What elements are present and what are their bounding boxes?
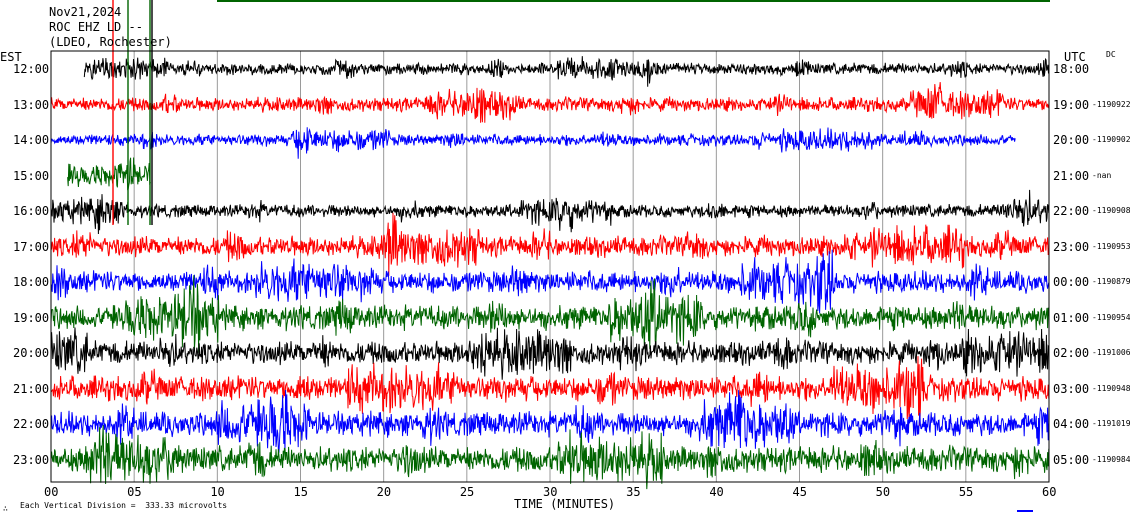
utc-label: 03:00 xyxy=(1053,381,1090,396)
trace-row-2200 xyxy=(50,389,1050,454)
utc-label: 00:00 xyxy=(1053,275,1090,289)
est-label: 15:00 xyxy=(13,168,50,183)
utc-label: 05:00 xyxy=(1053,452,1090,467)
utc-label: 20:00 xyxy=(1053,133,1090,147)
x-tick-label: 15 xyxy=(293,485,308,499)
est-label: 20:00 xyxy=(13,346,50,360)
utc-label: 01:00 xyxy=(1053,310,1090,325)
est-label: 17:00 xyxy=(13,239,50,254)
est-label: 13:00 xyxy=(13,97,50,112)
est-label: 21:00 xyxy=(13,381,50,396)
trace-row-1400 xyxy=(50,127,1016,159)
row-value-label: -1190879 xyxy=(1092,277,1130,286)
seismic-traces xyxy=(50,0,1050,490)
blue-corner-mark xyxy=(1017,510,1033,512)
trace-row-1200 xyxy=(83,56,1049,87)
est-label: 16:00 xyxy=(13,204,50,218)
row-value-label: -1190902 xyxy=(1092,135,1130,144)
est-label: 23:00 xyxy=(13,452,50,467)
header-date: Nov21,2024 xyxy=(49,5,122,19)
right-timezone-label: UTC xyxy=(1064,50,1086,64)
x-tick-label: 00 xyxy=(44,485,59,499)
footer-corner-mark: ∴ xyxy=(3,504,8,513)
utc-label: 22:00 xyxy=(1053,204,1090,218)
x-tick-label: 45 xyxy=(792,485,807,499)
est-label: 19:00 xyxy=(13,310,50,325)
utc-label: 02:00 xyxy=(1053,346,1090,360)
trace-row-2000 xyxy=(50,327,1050,380)
utc-label: 04:00 xyxy=(1053,417,1090,431)
x-tick-label: 50 xyxy=(875,485,891,499)
plot-frame xyxy=(50,0,1050,512)
est-label: 22:00 xyxy=(13,417,50,431)
header-network: (LDEO, Rochester) xyxy=(49,35,172,49)
trace-row-2100 xyxy=(50,356,1050,426)
x-tick-label: 30 xyxy=(543,485,558,499)
row-value-label: -1190948 xyxy=(1092,383,1130,393)
row-value-label: -1190984 xyxy=(1092,454,1130,464)
trace-row-2300 xyxy=(50,424,1050,490)
row-value-label: -1190953 xyxy=(1092,241,1130,251)
plot-border xyxy=(50,50,1050,483)
trace-row-1500 xyxy=(67,157,151,191)
x-tick-label: 25 xyxy=(459,485,475,499)
x-tick-label: 05 xyxy=(127,485,142,499)
x-tick-label: 35 xyxy=(626,485,641,499)
row-value-label: -nan xyxy=(1092,170,1112,180)
utc-label: 19:00 xyxy=(1053,97,1090,112)
utc-label: 18:00 xyxy=(1053,62,1090,76)
utc-label: 21:00 xyxy=(1053,168,1090,183)
trace-row-1300 xyxy=(50,82,1050,123)
utc-label: 23:00 xyxy=(1053,239,1090,254)
est-label: 12:00 xyxy=(13,62,50,76)
x-axis-label: TIME (MINUTES) xyxy=(514,497,616,511)
est-label: 14:00 xyxy=(13,133,50,147)
trace-row-1600 xyxy=(50,189,1050,235)
trace-row-1800 xyxy=(50,249,1050,314)
header-station: ROC EHZ LD -- xyxy=(49,20,143,34)
trace-row-1900 xyxy=(50,275,1050,353)
trace-row-1700 xyxy=(51,212,1050,276)
scale-note: Each Vertical Division = 333.33 microvol… xyxy=(20,501,228,510)
right-corner-tag: DC xyxy=(1106,50,1116,59)
row-value-label: -1190922 xyxy=(1092,99,1130,109)
x-tick-label: 55 xyxy=(958,485,974,499)
est-label: 18:00 xyxy=(13,275,50,289)
x-tick-label: 60 xyxy=(1042,485,1057,499)
row-value-label: -1190908 xyxy=(1092,206,1130,215)
row-value-label: -1191006 xyxy=(1092,348,1130,357)
x-tick-label: 40 xyxy=(709,485,724,499)
left-timezone-label: EST xyxy=(0,50,22,64)
x-tick-label: 20 xyxy=(376,485,392,499)
row-value-label: -1190954 xyxy=(1092,312,1130,322)
x-tick-label: 10 xyxy=(210,485,225,499)
row-value-label: -1191019 xyxy=(1092,419,1130,428)
